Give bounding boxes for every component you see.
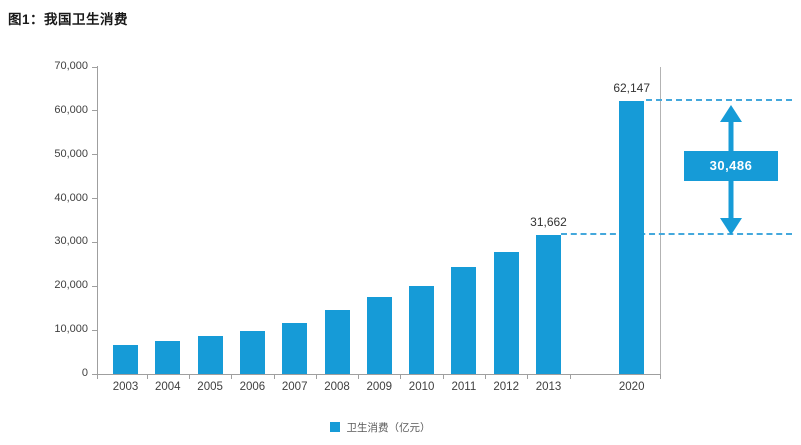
bar-2008 [324,310,350,374]
bar-2007 [282,323,308,374]
x-axis-tick [485,374,487,379]
x-axis-tick [231,374,233,379]
x-axis-label-2004: 2004 [155,381,181,393]
chart-title: 图1：我国卫生消费 [8,12,129,27]
dashed-line-top [646,99,792,102]
y-axis-line [97,66,98,374]
value-label-2013: 31,662 [530,215,567,230]
x-axis-label-2012: 2012 [493,381,519,393]
x-axis-line [97,374,660,375]
bar-2005 [197,336,223,374]
y-axis-tick-label: 30,000 [54,235,88,248]
y-axis-tick-label: 40,000 [54,191,88,204]
x-axis-tick [273,374,275,379]
legend-swatch-icon [329,422,340,432]
x-axis-tick [660,374,661,379]
x-axis-tick [527,374,529,379]
y-axis-tick [92,198,97,200]
x-axis-tick [188,374,190,379]
x-axis-label-2011: 2011 [451,381,477,393]
difference-value-box: 30,486 [684,151,778,181]
x-axis-label-2010: 2010 [408,381,435,393]
legend: 卫生消费（亿元） [280,419,480,435]
bar-2003 [113,345,138,374]
x-axis-label-2009: 2009 [366,381,393,393]
y-axis-tick [92,329,97,331]
plot-right-border [660,67,661,374]
x-axis-tick [400,374,402,379]
y-axis-tick-label: 0 [81,367,88,379]
bar-2011 [451,267,477,374]
x-axis-tick [358,374,360,379]
bar-2004 [155,340,181,374]
x-axis-label-2006: 2006 [239,381,266,393]
x-axis-label-2008: 2008 [324,381,350,393]
x-axis-label-2005: 2005 [197,381,223,393]
x-axis-tick [442,374,444,379]
y-axis-tick-label: 70,000 [54,60,88,72]
y-axis-tick [92,110,97,112]
x-axis-label-2020: 2020 [618,381,645,393]
bar-2006 [239,330,265,374]
bar-2009 [366,297,392,374]
x-axis-tick [97,374,98,379]
x-axis-tick [146,374,148,379]
bar-2020 [619,101,645,374]
y-axis-tick [92,373,97,375]
y-axis-tick [92,66,97,68]
x-axis-tick [315,374,317,379]
y-axis-tick-label: 50,000 [54,147,88,160]
y-axis-tick [92,241,97,243]
x-axis-label-2007: 2007 [281,381,308,393]
y-axis-tick [92,154,97,156]
y-axis-tick-label: 60,000 [54,103,88,116]
bar-2013 [536,235,561,374]
value-label-2020: 62,147 [613,81,651,96]
y-axis-tick [92,285,97,287]
y-axis-tick-label: 20,000 [54,279,88,292]
legend-label: 卫生消费（亿元） [346,421,431,434]
dashed-line-bottom [561,233,792,236]
bar-2012 [493,251,519,374]
x-axis-label-2013: 2013 [535,381,562,393]
bar-2010 [409,286,435,374]
y-axis-tick-label: 10,000 [54,323,88,336]
x-axis-label-2003: 2003 [112,381,139,393]
x-axis-tick [569,374,571,379]
